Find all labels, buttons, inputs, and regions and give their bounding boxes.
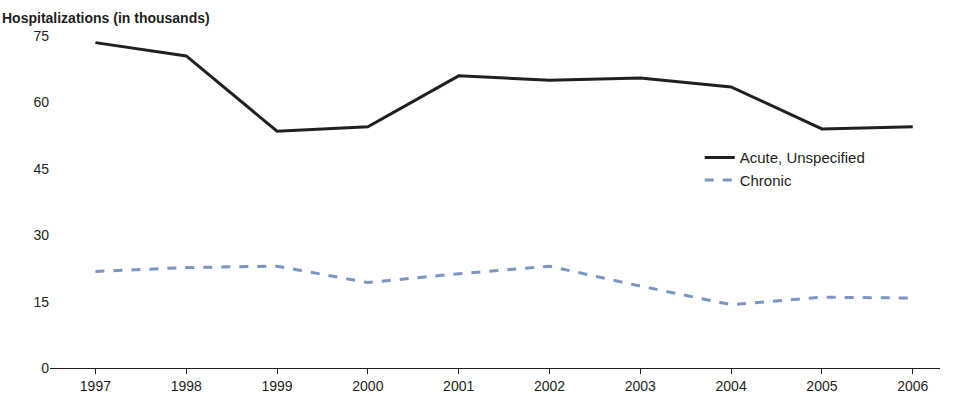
- svg-text:60: 60: [33, 94, 49, 110]
- svg-text:2002: 2002: [534, 378, 565, 394]
- svg-text:2004: 2004: [716, 378, 747, 394]
- svg-text:2005: 2005: [806, 378, 837, 394]
- svg-text:30: 30: [33, 227, 49, 243]
- svg-text:Chronic: Chronic: [740, 172, 792, 189]
- svg-text:15: 15: [33, 294, 49, 310]
- svg-text:2001: 2001: [443, 378, 474, 394]
- svg-text:2000: 2000: [352, 378, 383, 394]
- svg-text:45: 45: [33, 161, 49, 177]
- svg-text:2006: 2006: [897, 378, 928, 394]
- svg-text:Hospitalizations (in thousands: Hospitalizations (in thousands): [2, 10, 210, 26]
- svg-text:2003: 2003: [625, 378, 656, 394]
- svg-text:1998: 1998: [171, 378, 202, 394]
- svg-text:1997: 1997: [80, 378, 111, 394]
- svg-text:1999: 1999: [261, 378, 292, 394]
- svg-text:0: 0: [41, 360, 49, 376]
- svg-text:75: 75: [33, 28, 49, 44]
- svg-text:Acute, Unspecified: Acute, Unspecified: [740, 149, 865, 166]
